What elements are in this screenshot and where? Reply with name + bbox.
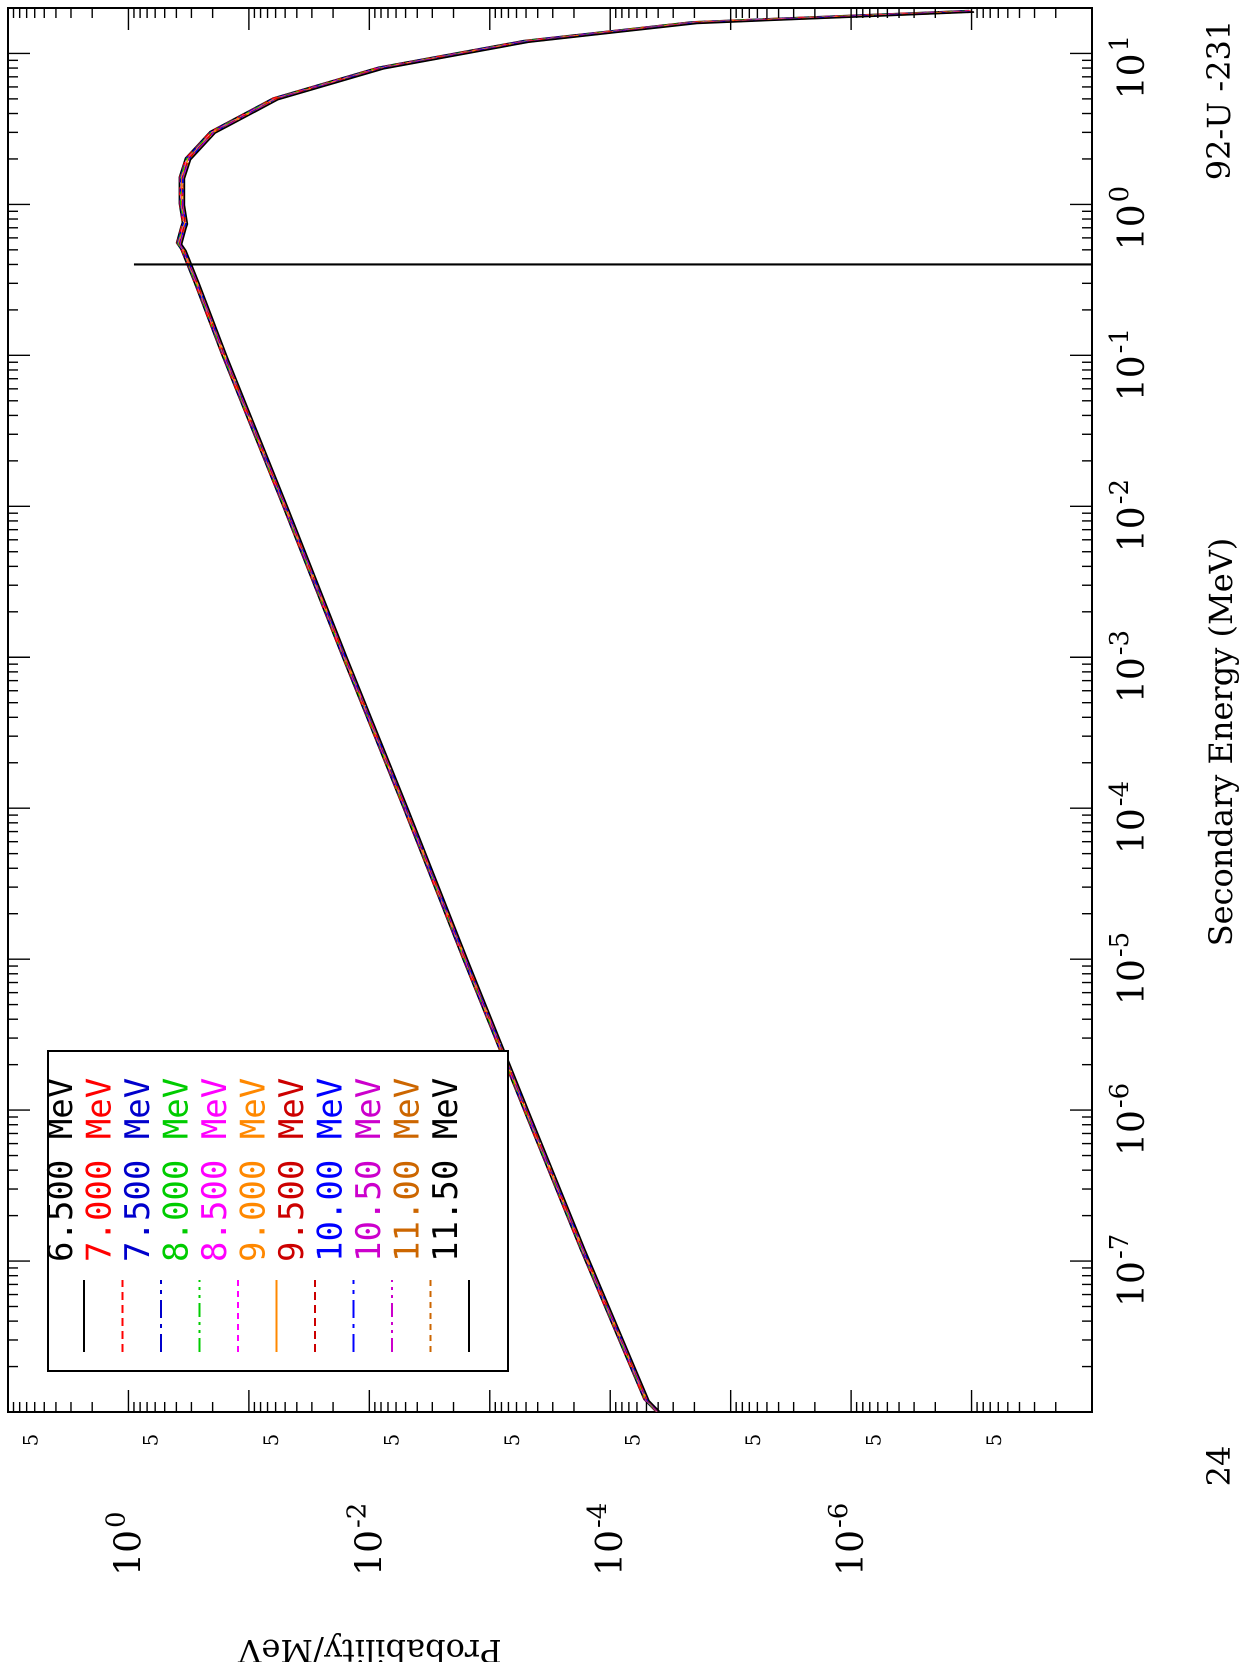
legend-label: 10.50 MeV [349, 1078, 389, 1262]
series-line [180, 11, 975, 1412]
plot-frame [7, 7, 1093, 1413]
y-tick-exponent: -2 [342, 1503, 372, 1528]
y-minor-label: 5 [500, 1434, 524, 1447]
y-minor-label: 5 [861, 1434, 885, 1447]
x-tick-label: 10-1 [1105, 328, 1153, 401]
legend-item: 11.00 MeV [388, 1078, 432, 1352]
legend-item: 10.50 MeV [349, 1078, 393, 1352]
legend-item: 9.000 MeV [234, 1078, 278, 1352]
series-line [179, 11, 974, 1412]
y-tick-label: 10-4 [583, 1503, 631, 1576]
legend-item: 8.000 MeV [157, 1078, 201, 1352]
y-tick-label: 10-6 [824, 1503, 872, 1576]
x-tick-exponent: -6 [1105, 1083, 1135, 1108]
y-minor-label: 5 [380, 1434, 404, 1447]
x-tick-base: 10 [1112, 657, 1153, 703]
x-tick-label: 10-2 [1105, 479, 1153, 552]
series-line [177, 10, 971, 1412]
curve-layer [133, 9, 1092, 1412]
x-tick-label: 10-3 [1105, 630, 1153, 703]
plot-border [7, 7, 1093, 1413]
x-tick-base: 10 [1112, 1261, 1153, 1307]
x-tick-exponent: -3 [1105, 630, 1135, 655]
corner-label: 24 [1200, 1446, 1238, 1487]
legend-label: 11.50 MeV [426, 1078, 466, 1262]
curves-group [133, 9, 1092, 1412]
x-tick-exponent: -7 [1105, 1234, 1135, 1259]
x-tick-exponent: -5 [1105, 932, 1135, 957]
y-tick-exponent: 0 [101, 1511, 131, 1528]
legend-label: 9.000 MeV [234, 1078, 274, 1262]
x-tick-label: 100 [1105, 186, 1153, 250]
y-tick-base: 10 [108, 1530, 149, 1576]
y-tick-exponent: -4 [583, 1503, 613, 1528]
x-tick-label: 10-6 [1105, 1083, 1153, 1156]
y-minor-label: 5 [139, 1434, 163, 1447]
x-tick-label: 10-4 [1105, 781, 1153, 854]
x-tick-exponent: -4 [1105, 781, 1135, 806]
legend-label: 11.00 MeV [388, 1078, 428, 1262]
y-minor-label: 5 [741, 1434, 765, 1447]
y-minor-label: 5 [18, 1434, 42, 1447]
x-tick-base: 10 [1112, 53, 1153, 99]
x-axis-label: Secondary Energy (MeV) [1202, 538, 1240, 946]
x-tick-base: 10 [1112, 808, 1153, 854]
legend-label: 9.500 MeV [272, 1078, 312, 1262]
x-tick-label: 101 [1105, 35, 1153, 99]
chart-title: 92-U -231 [1200, 20, 1238, 181]
x-tick-exponent: 0 [1105, 186, 1135, 203]
y-minor-label: 5 [620, 1434, 644, 1447]
x-tick-base: 10 [1112, 959, 1153, 1005]
legend-label: 8.500 MeV [195, 1078, 235, 1262]
legend-item: 6.500 MeV [41, 1078, 85, 1352]
y-tick-label: 100 [101, 1511, 149, 1575]
legend-item: 8.500 MeV [195, 1078, 239, 1352]
x-tick-base: 10 [1112, 1110, 1153, 1156]
x-tick-base: 10 [1112, 204, 1153, 250]
y-minor-label: 5 [259, 1434, 283, 1447]
y-tick-label: 10-2 [342, 1503, 390, 1576]
x-tick-label: 10-5 [1105, 932, 1153, 1005]
y-tick-exponent: -6 [824, 1503, 854, 1528]
legend-label: 10.00 MeV [311, 1078, 351, 1262]
x-tick-exponent: -2 [1105, 479, 1135, 504]
x-tick-base: 10 [1112, 355, 1153, 401]
legend-label: 7.000 MeV [80, 1078, 120, 1262]
x-tick-base: 10 [1112, 506, 1153, 552]
legend-item: 7.500 MeV [118, 1078, 162, 1352]
legend-label: 8.000 MeV [157, 1078, 197, 1262]
legend-item: 9.500 MeV [272, 1078, 316, 1352]
x-tick-label: 10-7 [1105, 1234, 1153, 1307]
y-axis-label: Probability/MeV [237, 1632, 501, 1662]
y-minor-label: 5 [982, 1434, 1006, 1447]
x-tick-exponent: 1 [1105, 35, 1135, 52]
legend-label: 7.500 MeV [118, 1078, 158, 1262]
legend-item: 7.000 MeV [80, 1078, 124, 1352]
y-tick-base: 10 [590, 1530, 631, 1576]
y-tick-base: 10 [831, 1530, 872, 1576]
x-tick-exponent: -1 [1105, 328, 1135, 353]
legend-item: 10.00 MeV [311, 1078, 355, 1352]
y-tick-base: 10 [349, 1530, 390, 1576]
legend-item: 11.50 MeV [426, 1078, 470, 1352]
legend-label: 6.500 MeV [41, 1078, 81, 1262]
